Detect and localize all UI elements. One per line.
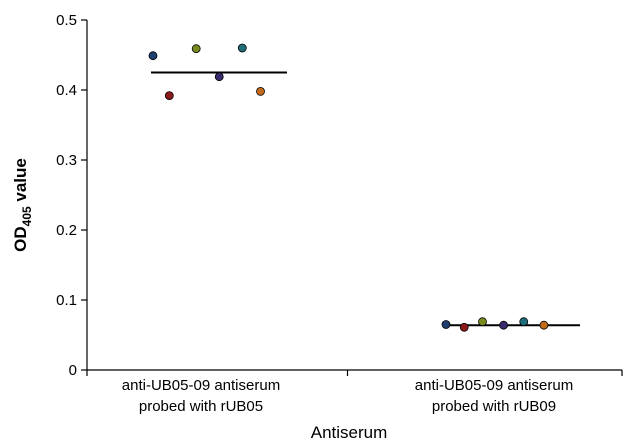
x-category-label-line1: anti-UB05-09 antiserum [122, 377, 280, 394]
y-tick-label: 0.2 [56, 222, 77, 239]
y-tick-label: 0.5 [56, 12, 77, 29]
data-point [256, 87, 265, 96]
data-point [214, 72, 224, 82]
data-point [237, 43, 247, 53]
data-point [519, 317, 529, 327]
data-point [499, 320, 509, 330]
data-point [441, 320, 451, 329]
mean-lines [151, 71, 580, 327]
y-tick-label: 0 [69, 362, 77, 379]
data-point [539, 320, 549, 330]
y-axis-title-suffix: value [11, 158, 30, 206]
data-point [478, 317, 487, 327]
y-tick-label: 0.1 [56, 292, 77, 309]
x-category-label-line2: probed with rUB05 [139, 398, 263, 415]
x-category-label-line2: probed with rUB09 [432, 398, 556, 415]
y-ticks: 0 0.1 0.2 0.3 0.4 0.5 [56, 12, 87, 379]
y-tick-label: 0.4 [56, 82, 77, 99]
y-tick-label: 0.3 [56, 152, 77, 169]
data-point [164, 91, 174, 100]
y-axis-title-prefix: OD [11, 226, 30, 252]
data-points [148, 43, 549, 332]
data-point [191, 44, 201, 54]
axes [86, 20, 623, 376]
x-category-labels: anti-UB05-09 antiserum probed with rUB05 a… [122, 377, 573, 415]
x-category-label-line1: anti-UB05-09 antiserum [415, 377, 573, 394]
data-point [148, 51, 158, 61]
data-point [459, 322, 469, 332]
x-axis-title: Antiserum [311, 423, 388, 442]
y-axis-title-subscript: 405 [20, 206, 34, 226]
y-axis-title: OD405 value [11, 158, 34, 252]
